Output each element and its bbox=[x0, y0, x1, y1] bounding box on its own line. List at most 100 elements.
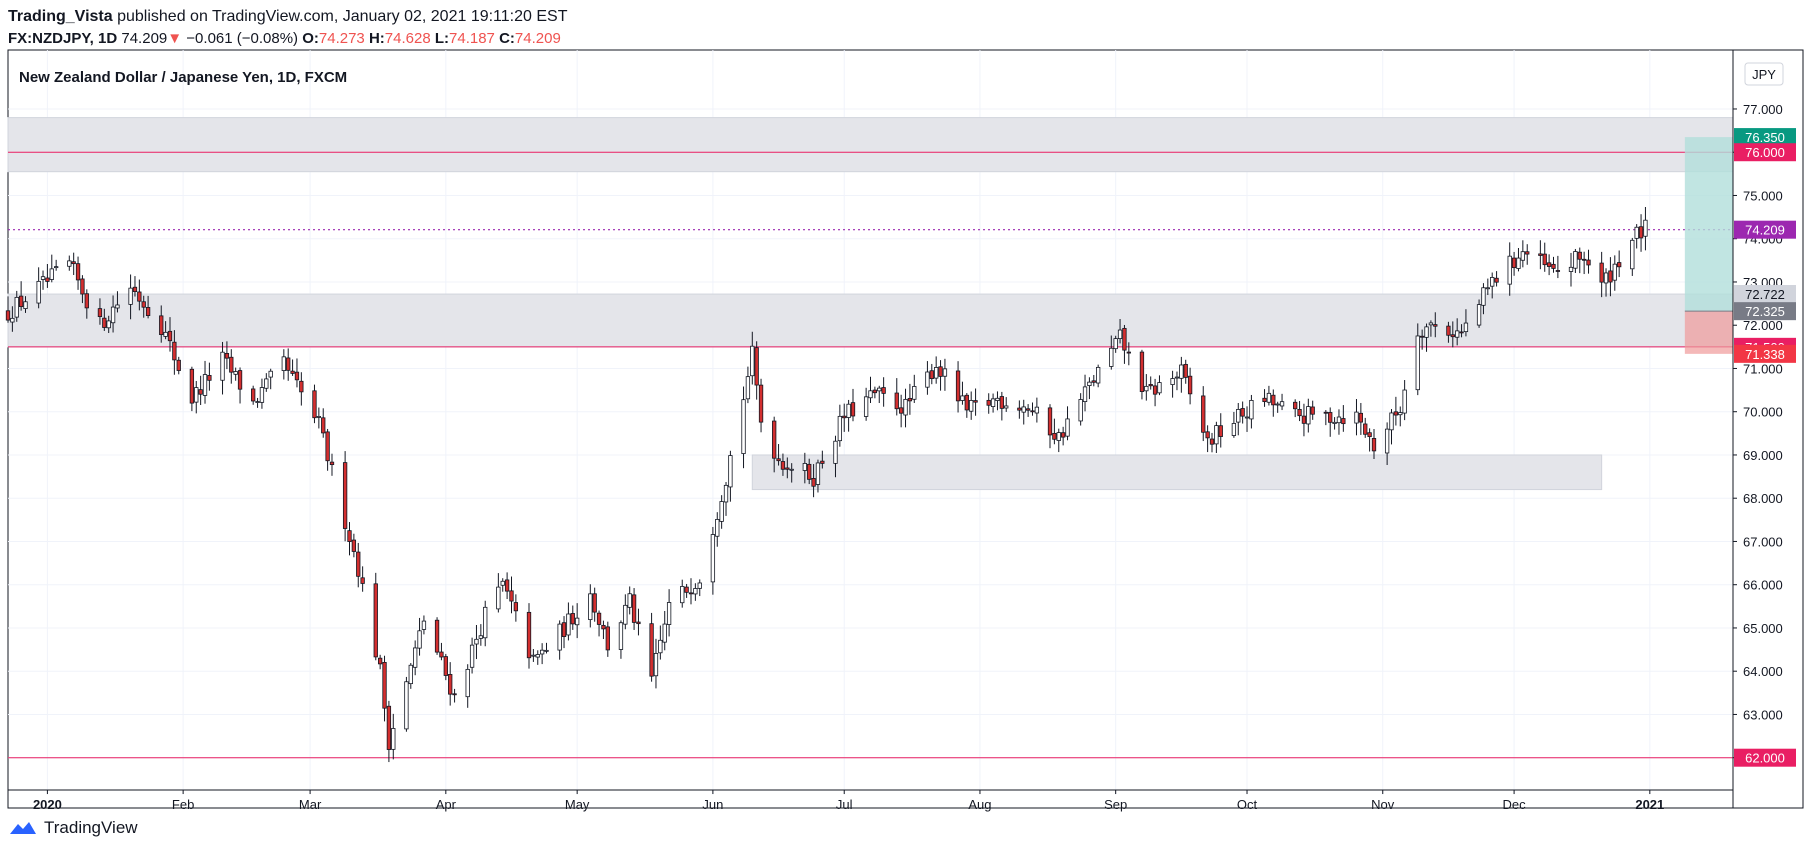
candle-up bbox=[1078, 399, 1083, 422]
candle-down bbox=[688, 592, 694, 595]
candle-down bbox=[351, 539, 357, 552]
candle-down bbox=[1638, 226, 1644, 239]
price-tags-layer: 76.35076.00071.50062.00074.20972.72272.3… bbox=[1734, 128, 1796, 767]
candle-up bbox=[863, 396, 869, 417]
chart-title: New Zealand Dollar / Japanese Yen, 1D, F… bbox=[19, 69, 347, 86]
candle-up bbox=[531, 654, 536, 657]
author-name[interactable]: Trading_Vista bbox=[8, 8, 113, 25]
time-tick-label: Nov bbox=[1371, 797, 1395, 812]
candle-up bbox=[1402, 389, 1407, 414]
time-tick-label: Mar bbox=[299, 797, 322, 812]
stop-price-tag: 71.338 bbox=[1745, 347, 1785, 362]
currency-button[interactable]: JPY bbox=[1744, 62, 1784, 86]
stop-price-tag-bg bbox=[1734, 344, 1796, 363]
candle-down bbox=[955, 370, 961, 402]
candle-down bbox=[1126, 351, 1131, 354]
candle-down bbox=[434, 619, 440, 653]
candle-up bbox=[1398, 412, 1403, 416]
candle-up bbox=[465, 668, 470, 698]
candle-down bbox=[299, 380, 304, 393]
candle-down bbox=[75, 263, 81, 281]
candle-up bbox=[1034, 406, 1040, 414]
position-projection[interactable] bbox=[1684, 137, 1733, 354]
levels-layer bbox=[8, 151, 1733, 759]
candle-up bbox=[1516, 257, 1521, 269]
candle-down bbox=[1341, 418, 1346, 425]
candle-down bbox=[1538, 253, 1543, 256]
candle-down bbox=[605, 626, 610, 651]
candle-up bbox=[1244, 416, 1250, 419]
candle-down bbox=[1363, 423, 1368, 435]
candle-up bbox=[1096, 366, 1101, 384]
candle-up bbox=[846, 403, 851, 418]
candle-up bbox=[220, 351, 225, 381]
candle-up bbox=[1507, 255, 1512, 285]
price-tick-label: 66.000 bbox=[1743, 578, 1783, 593]
candle-up bbox=[1279, 401, 1285, 407]
target-price-tag: 76.350 bbox=[1745, 130, 1785, 145]
open-value: 74.273 bbox=[318, 30, 365, 47]
profit-zone bbox=[1684, 137, 1733, 312]
candle-down bbox=[207, 375, 212, 381]
candle-up bbox=[1415, 335, 1420, 391]
candle-down bbox=[986, 399, 991, 406]
candle-up bbox=[680, 586, 685, 604]
candle-up bbox=[1384, 428, 1390, 454]
candle-up bbox=[653, 653, 659, 677]
support-resistance-zone bbox=[7, 117, 1734, 173]
level-price-tag-bg bbox=[1734, 143, 1796, 162]
candle-down bbox=[1271, 394, 1276, 406]
candle-down bbox=[251, 388, 256, 402]
candle-down bbox=[386, 705, 392, 750]
candle-down bbox=[1017, 407, 1022, 411]
candle-down bbox=[237, 370, 243, 390]
candle-up bbox=[1643, 219, 1648, 237]
candle-up bbox=[1214, 425, 1219, 445]
candle-down bbox=[811, 478, 816, 487]
brand-name[interactable]: TradingView bbox=[44, 818, 138, 837]
candle-down bbox=[1450, 334, 1455, 338]
candle-down bbox=[1025, 408, 1031, 411]
candle-up bbox=[995, 397, 1000, 401]
candle-down bbox=[1152, 385, 1158, 395]
candle-up bbox=[666, 602, 672, 625]
candle-down bbox=[513, 602, 519, 612]
current-price-tag-bg bbox=[1734, 220, 1796, 239]
candle-up bbox=[557, 623, 562, 651]
candle-down bbox=[772, 420, 777, 459]
candle-up bbox=[662, 623, 667, 643]
candle-down bbox=[1555, 270, 1561, 272]
candle-up bbox=[815, 462, 821, 485]
candle-down bbox=[820, 460, 825, 464]
candle-down bbox=[145, 307, 151, 316]
candle-up bbox=[1634, 226, 1639, 239]
candle-up bbox=[417, 630, 422, 649]
candle-down bbox=[1262, 397, 1267, 403]
candles-layer bbox=[5, 206, 1648, 763]
candle-down bbox=[373, 583, 378, 658]
candle-up bbox=[789, 468, 794, 471]
level-price-tag-bg bbox=[1734, 748, 1796, 767]
candle-up bbox=[413, 647, 418, 668]
candle-up bbox=[588, 593, 593, 621]
candle-up bbox=[1021, 406, 1026, 413]
candle-down bbox=[780, 461, 786, 470]
candle-down bbox=[596, 612, 602, 625]
candle-up bbox=[741, 399, 746, 454]
candle-up bbox=[1354, 411, 1359, 424]
candle-down bbox=[592, 593, 597, 613]
current-price-tag: 74.209 bbox=[1745, 223, 1785, 238]
candle-down bbox=[102, 317, 107, 328]
candle-up bbox=[1630, 239, 1635, 270]
candle-up bbox=[36, 280, 41, 304]
candle-down bbox=[45, 277, 50, 282]
candle-down bbox=[1599, 262, 1604, 283]
candle-up bbox=[719, 501, 724, 522]
candle-up bbox=[1485, 287, 1490, 290]
candle-up bbox=[535, 654, 540, 658]
candle-down bbox=[1209, 438, 1215, 445]
candle-up bbox=[658, 639, 663, 654]
candle-down bbox=[1586, 259, 1591, 266]
candle-down bbox=[1205, 431, 1210, 439]
